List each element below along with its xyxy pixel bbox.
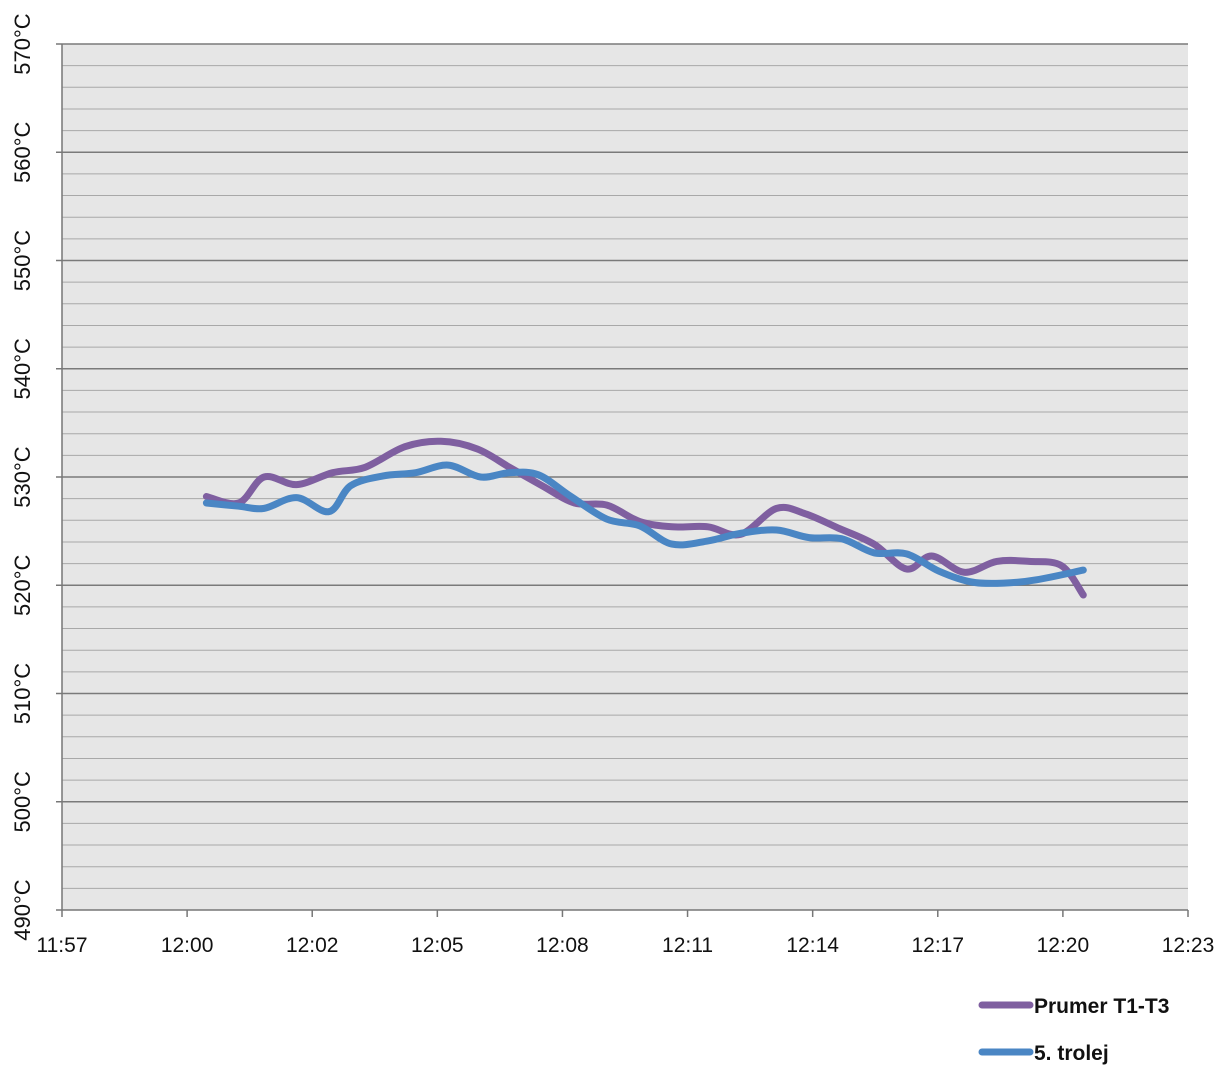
y-tick-label: 570°C [10, 13, 35, 75]
y-tick-label: 510°C [10, 663, 35, 725]
legend-item-trolej: 5. trolej [978, 1042, 1109, 1065]
legend: Prumer T1-T3 5. trolej [978, 995, 1169, 1065]
y-tick-label: 500°C [10, 771, 35, 833]
y-tick-labels: 490°C 500°C 510°C 520°C 530°C 540°C 550°C 560°C… [10, 13, 62, 941]
y-tick-label: 530°C [10, 446, 35, 508]
series-line-trolej [202, 461, 1087, 587]
x-tick-label: 12:23 [1162, 934, 1215, 957]
y-tick-label: 520°C [10, 554, 35, 616]
x-tick-label: 12:20 [1037, 934, 1090, 957]
series-lines [202, 437, 1087, 599]
series-line-prumer [202, 437, 1087, 599]
x-tick-label: 12:14 [786, 934, 839, 957]
x-tick-label: 12:17 [911, 934, 964, 957]
x-tick-label: 12:08 [536, 934, 589, 957]
y-tick-label: 490°C [10, 879, 35, 941]
legend-item-prumer: Prumer T1-T3 [978, 995, 1169, 1018]
x-tick-label: 12:11 [662, 934, 713, 957]
legend-label-trolej: 5. trolej [1034, 1042, 1109, 1065]
x-tick-label: 12:05 [411, 934, 464, 957]
y-tick-label: 550°C [10, 230, 35, 292]
y-tick-label: 560°C [10, 121, 35, 183]
legend-label-prumer: Prumer T1-T3 [1034, 995, 1169, 1018]
y-tick-label: 540°C [10, 338, 35, 400]
x-tick-labels: 11:57 12:00 12:02 12:05 12:08 12:11 12:14 12:17… [37, 910, 1215, 957]
x-tick-label: 12:00 [161, 934, 214, 957]
x-tick-label: 11:57 [37, 934, 88, 957]
x-tick-label: 12:02 [286, 934, 339, 957]
